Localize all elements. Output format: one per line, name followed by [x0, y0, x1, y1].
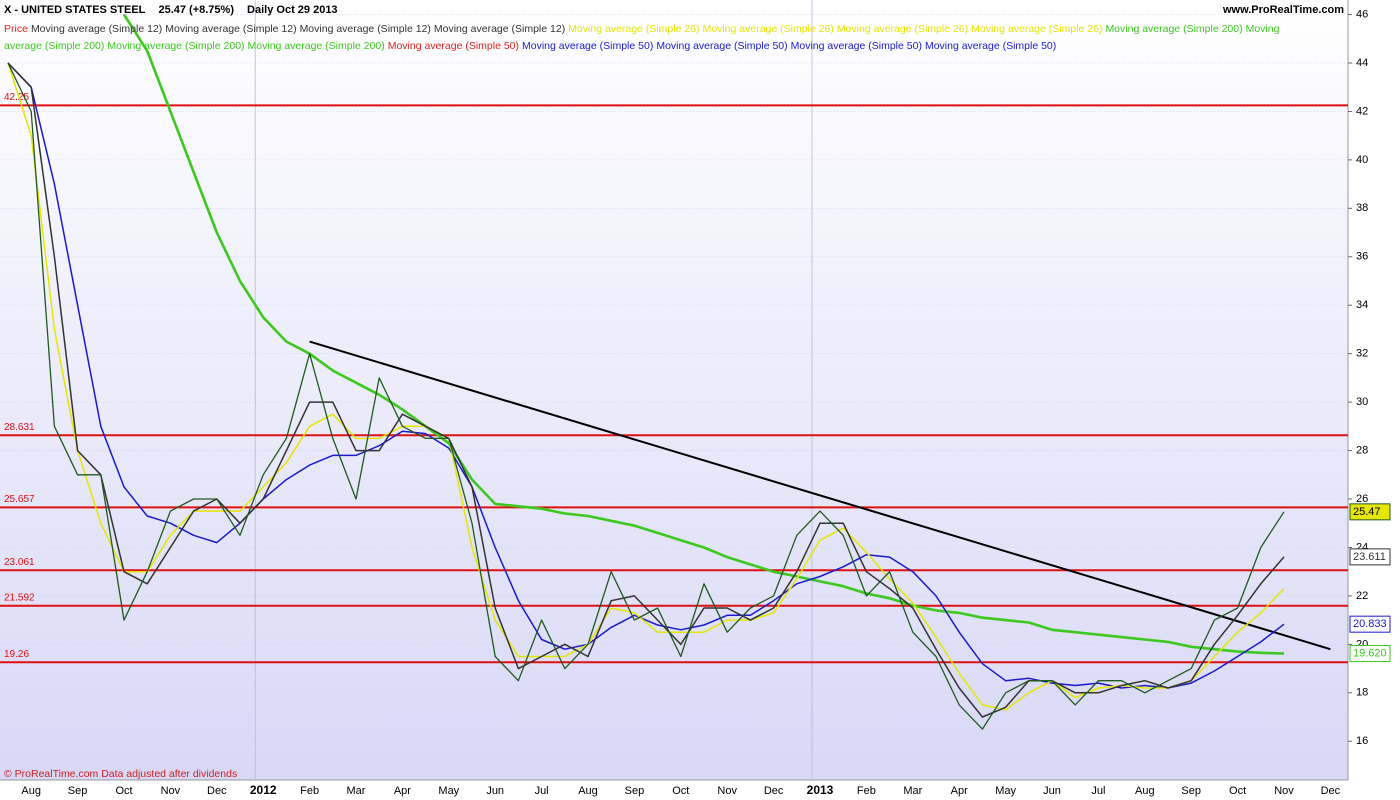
y-tick-label: 40	[1356, 154, 1368, 166]
x-tick-label: Oct	[1229, 785, 1246, 797]
x-tick-label: Jul	[1091, 785, 1105, 797]
series-line	[122, 13, 1285, 655]
legend-entry: Moving average (Simple 50)	[656, 40, 788, 52]
legend-entry: Moving average (Simple 12)	[433, 23, 566, 35]
last-value-label: 19.620	[1353, 647, 1387, 659]
x-tick-label: Sep	[625, 785, 645, 797]
legend-entry: Moving average (Simple 200)	[107, 40, 245, 52]
x-tick-label: Feb	[300, 785, 319, 797]
y-tick-label: 26	[1356, 493, 1368, 505]
last-value-box	[1349, 615, 1391, 633]
y-tick-label: 18	[1356, 687, 1368, 699]
y-tick-label: 46	[1356, 8, 1368, 20]
last-value-label: 23.611	[1353, 551, 1386, 563]
x-tick-label: Oct	[115, 785, 132, 797]
header: X - UNITED STATES STEEL 25.47 (+8.75%) D…	[4, 4, 348, 16]
legend-entry: Moving average (Simple 26)	[702, 23, 834, 35]
series-line	[7, 62, 1285, 718]
y-tick-label: 36	[1356, 251, 1368, 263]
series-line	[7, 62, 1285, 711]
x-tick-label: Jun	[1043, 785, 1061, 797]
x-tick-label: Feb	[857, 785, 876, 797]
legend-entry: Moving average (Simple 50)	[790, 40, 922, 52]
last-value-box	[1349, 503, 1391, 521]
legend-entry: Moving average (Simple 12)	[299, 23, 431, 35]
legend-entry: Moving average (Simple 200)	[1105, 23, 1243, 35]
chart-title: X - UNITED STATES STEEL	[4, 4, 146, 16]
legend-entry: Moving average (Simple 200)	[4, 23, 1280, 52]
legend-entry: Moving average (Simple 50)	[387, 40, 520, 52]
y-axis-background	[1348, 0, 1400, 800]
x-tick-label: Apr	[951, 785, 968, 797]
period: Daily Oct 29 2013	[247, 4, 338, 16]
last-value-box	[1349, 645, 1391, 663]
plot-background	[0, 0, 1348, 780]
x-tick-label: Dec	[207, 785, 227, 797]
last-price: 25.47 (+8.75%)	[158, 4, 234, 16]
y-tick-label: 34	[1356, 299, 1368, 311]
x-tick-label: Mar	[903, 785, 922, 797]
level-label: 21.592	[4, 592, 35, 603]
x-tick-label: Aug	[21, 785, 41, 797]
legend-entry: Moving average (Simple 26)	[836, 23, 969, 35]
x-tick-label: Sep	[1181, 785, 1201, 797]
x-tick-label: 2013	[807, 783, 834, 797]
legend-entry: Moving average (Simple 26)	[568, 23, 700, 35]
y-tick-label: 38	[1356, 202, 1368, 214]
site-link[interactable]: www.ProRealTime.com	[1222, 4, 1344, 16]
x-tick-label: Sep	[68, 785, 88, 797]
series-line	[7, 62, 1285, 689]
x-tick-label: Aug	[1135, 785, 1155, 797]
x-tick-label: Apr	[394, 785, 411, 797]
x-tick-label: May	[438, 785, 459, 797]
x-tick-label: Jul	[535, 785, 549, 797]
legend: Price Moving average (Simple 12) Moving av…	[4, 21, 1294, 55]
legend-entry: Moving average (Simple 26)	[971, 23, 1103, 35]
level-label: 23.061	[4, 557, 35, 568]
last-value-label: 25.47	[1353, 506, 1381, 518]
x-tick-label: Jun	[486, 785, 504, 797]
footer-note: © ProRealTime.com Data adjusted after di…	[4, 768, 238, 780]
last-value-label: 20.833	[1353, 618, 1387, 630]
legend-entry: Moving average (Simple 12)	[30, 23, 163, 35]
level-label: 19.26	[4, 649, 29, 660]
x-tick-label: Dec	[1321, 785, 1341, 797]
x-tick-label: 2012	[250, 783, 277, 797]
last-value-box	[1349, 548, 1391, 566]
series-line	[7, 62, 1285, 730]
legend-entry: Moving average (Simple 50)	[924, 40, 1057, 52]
y-tick-label: 16	[1356, 735, 1368, 747]
trendline	[309, 340, 1331, 651]
x-tick-label: Nov	[161, 785, 181, 797]
level-label: 42.25	[4, 92, 29, 103]
x-tick-label: Oct	[672, 785, 689, 797]
y-tick-label: 28	[1356, 444, 1368, 456]
level-label: 28.631	[4, 422, 35, 433]
y-tick-label: 22	[1356, 590, 1368, 602]
x-tick-label: Aug	[578, 785, 598, 797]
x-tick-label: May	[995, 785, 1016, 797]
legend-entry: Moving average (Simple 200)	[247, 40, 385, 52]
y-tick-label: 32	[1356, 348, 1368, 360]
x-tick-label: Nov	[717, 785, 737, 797]
legend-entry: Moving average (Simple 50)	[522, 40, 654, 52]
y-tick-label: 44	[1356, 57, 1368, 69]
x-tick-label: Nov	[1274, 785, 1294, 797]
legend-entry: Price	[4, 23, 28, 35]
y-tick-label: 42	[1356, 105, 1368, 117]
x-axis-background	[0, 780, 1348, 800]
y-tick-label: 30	[1356, 396, 1368, 408]
x-tick-label: Dec	[764, 785, 784, 797]
legend-entry: Moving average (Simple 12)	[165, 23, 297, 35]
level-label: 25.657	[4, 494, 35, 505]
x-tick-label: Mar	[347, 785, 366, 797]
